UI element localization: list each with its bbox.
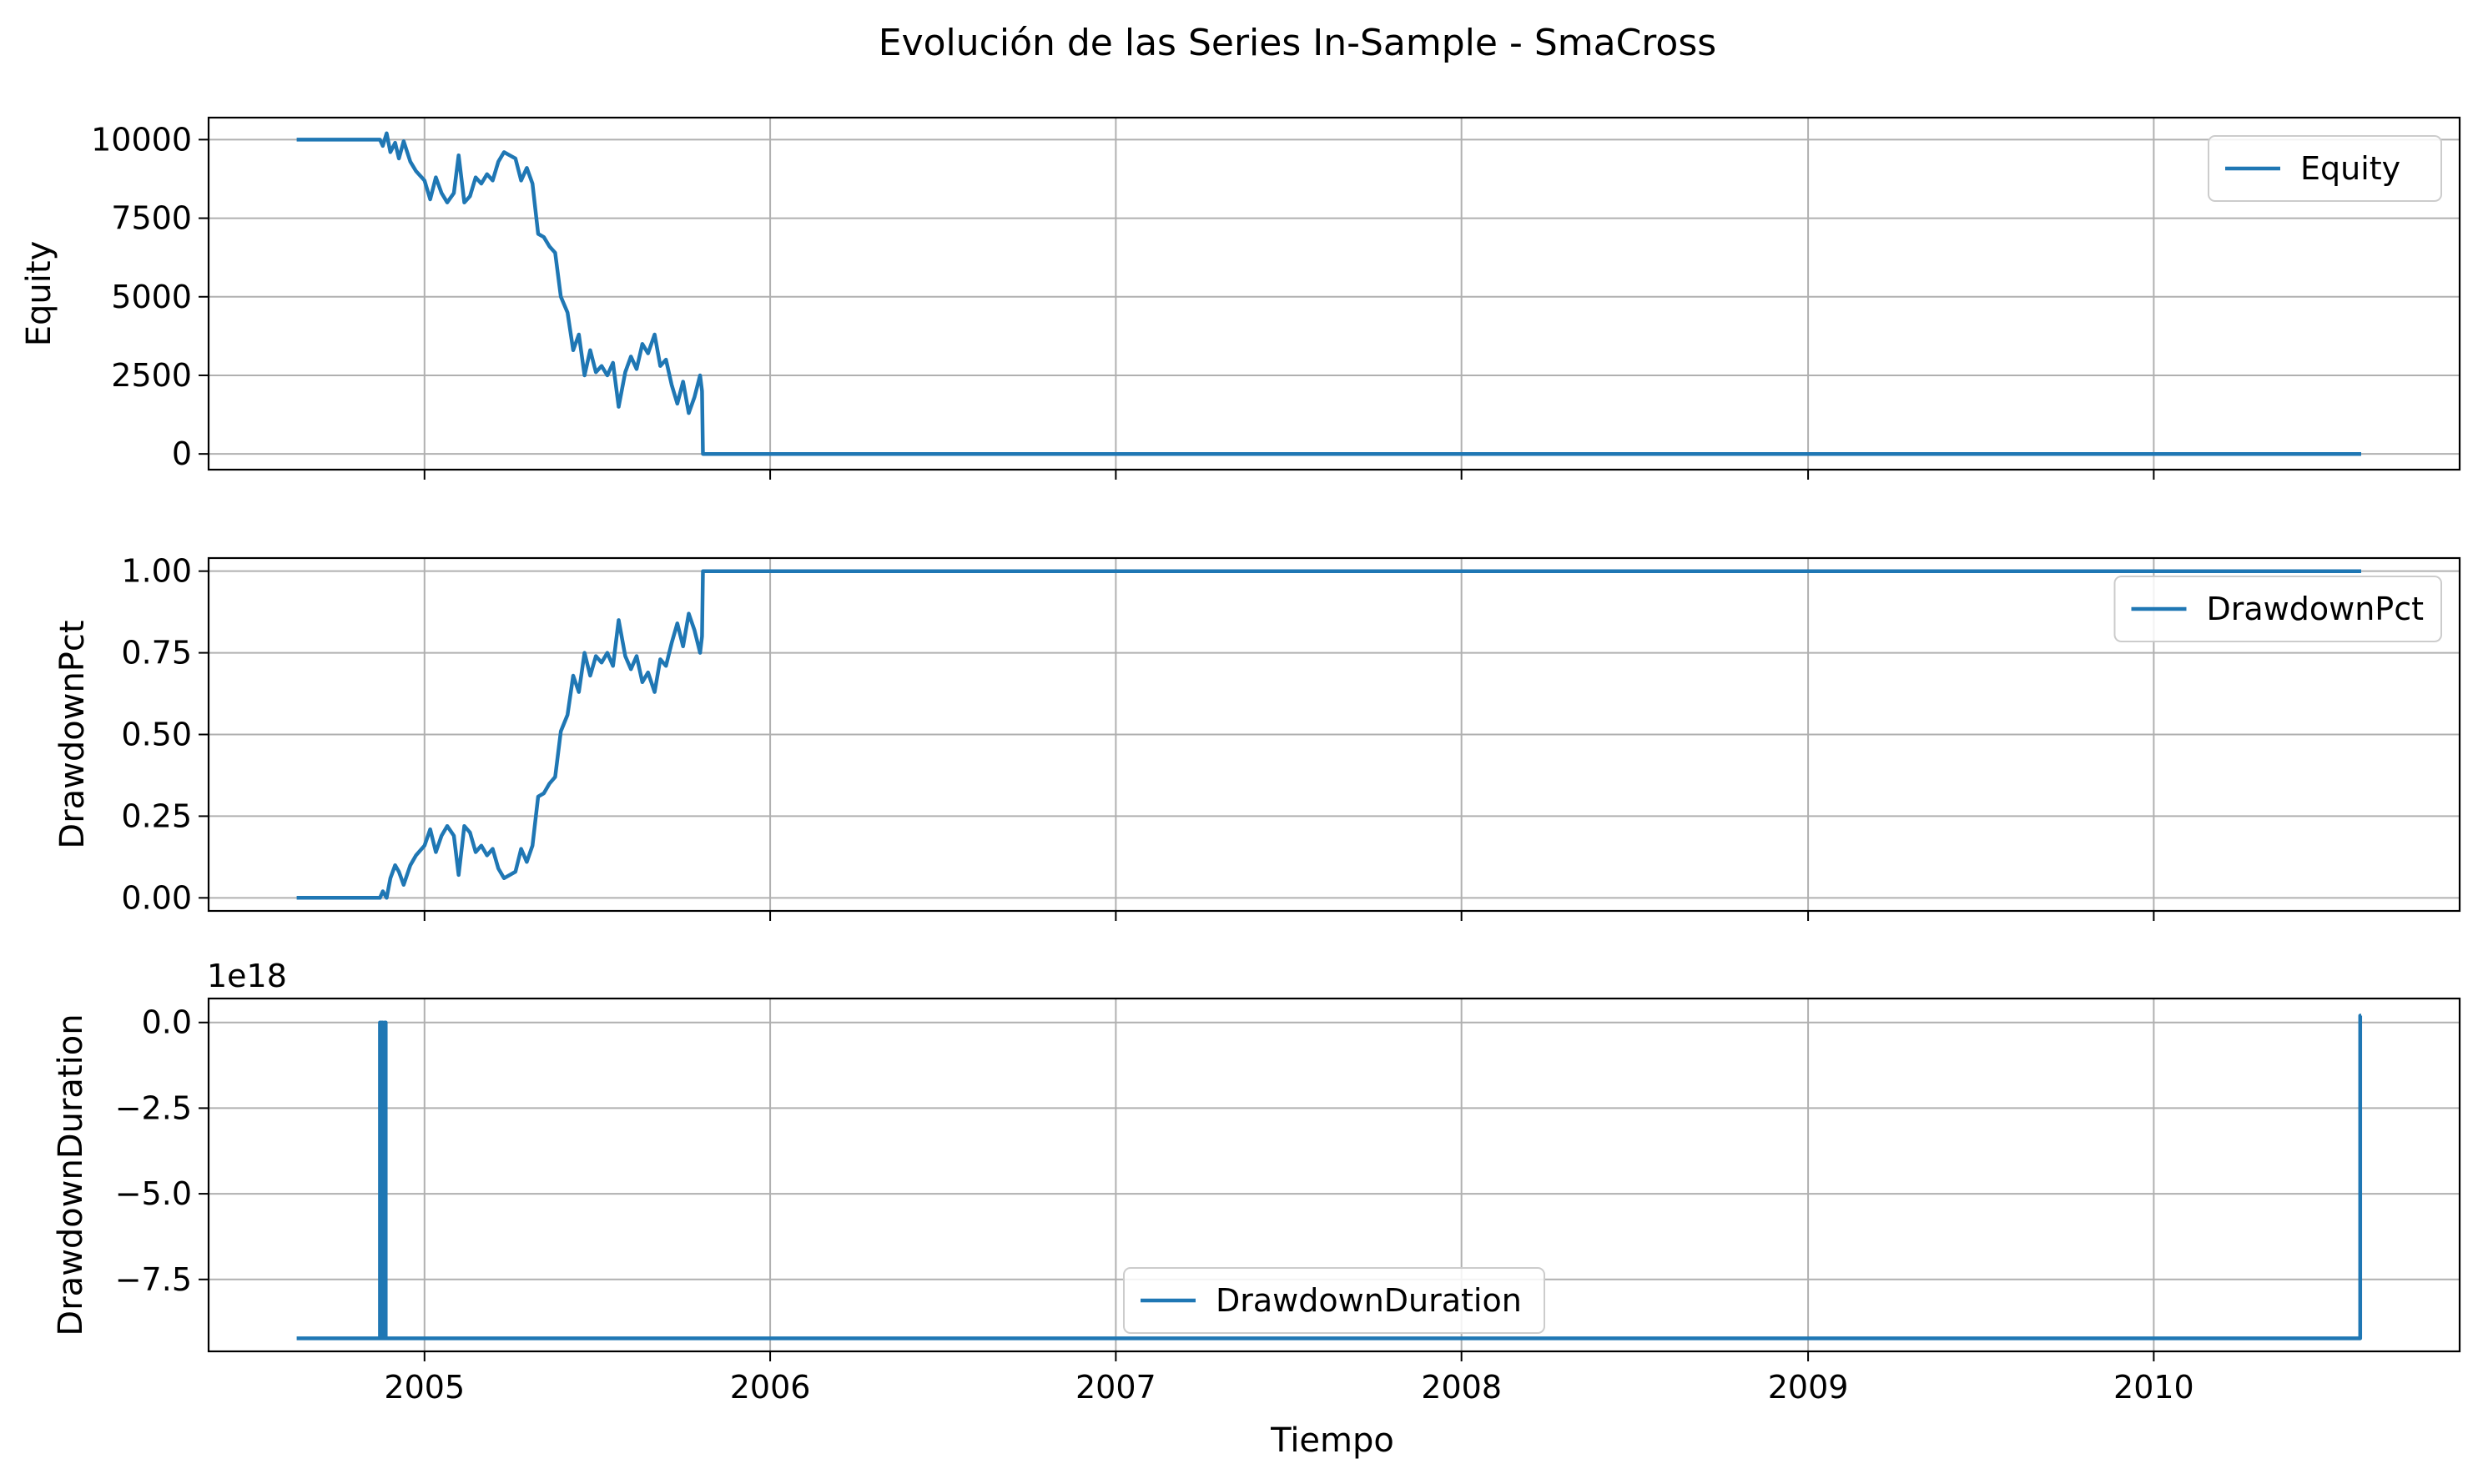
y-tick-label: 0.0 [142,1004,192,1041]
y-tick-label: 1.00 [121,553,192,590]
y-tick-label: 2500 [111,357,192,394]
x-tick-label: 2007 [1075,1369,1156,1406]
legend-box [2208,135,2442,202]
axes-frame [207,997,2461,1353]
y-tick-label: 5000 [111,279,192,315]
x-axis-title: Tiempo [1270,1421,1394,1460]
y-tick-label: 7500 [111,200,192,237]
y-axis-title: DrawdownPct [53,620,92,848]
x-tick-label: 2009 [1768,1369,1849,1406]
figure-title: Evolución de las Series In-Sample - SmaC… [879,22,1716,64]
axes-frame [207,116,2461,471]
y-tick-label: 0 [172,435,192,472]
legend: DrawdownDuration [1123,1267,1545,1334]
subplot-3: 0.0 −2.5 −5.0 −7.5 2005 2006 2007 2008 2009 2010 D… [52,958,2461,1406]
legend: Equity [2208,135,2442,202]
y-tick-label: 10000 [91,121,192,158]
legend-label: DrawdownPct [2207,591,2425,627]
series-line-drawdownduration [296,1014,2363,1341]
legend-box [2113,576,2442,642]
y-tick-label: 0.50 [121,717,192,753]
y-tick-label: 0.25 [121,797,192,834]
legend-label: DrawdownDuration [1216,1282,1522,1319]
legend: DrawdownPct [2113,576,2442,642]
y-tick-label: 0.75 [121,635,192,672]
subplot-1: 0 2500 5000 7500 10000 Equity Equity [20,116,2461,480]
y-tick-label: 0.00 [121,879,192,916]
y-axis-title: DrawdownDuration [52,1014,90,1336]
series-line-drawdownpct [296,569,2361,900]
axis-offset-text: 1e18 [207,958,287,994]
subplots: 025005000750010000EquityEquity0.000.250.… [20,116,2461,1406]
series-line-equity [296,131,2361,456]
y-tick-label: −2.5 [115,1089,192,1126]
x-tick-label: 2006 [730,1369,811,1406]
y-axis-title: Equity [20,241,58,346]
y-tick-label: −5.0 [115,1175,192,1212]
y-tick-label: −7.5 [115,1261,192,1298]
x-tick-label: 2010 [2113,1369,2194,1406]
subplot-2: 0.00 0.25 0.50 0.75 1.00 DrawdownPct DrawdownP… [53,553,2461,921]
legend-label: Equity [2300,150,2400,187]
x-tick-label: 2005 [384,1369,465,1406]
x-tick-label: 2008 [1421,1369,1502,1406]
legend-box [1123,1267,1545,1334]
